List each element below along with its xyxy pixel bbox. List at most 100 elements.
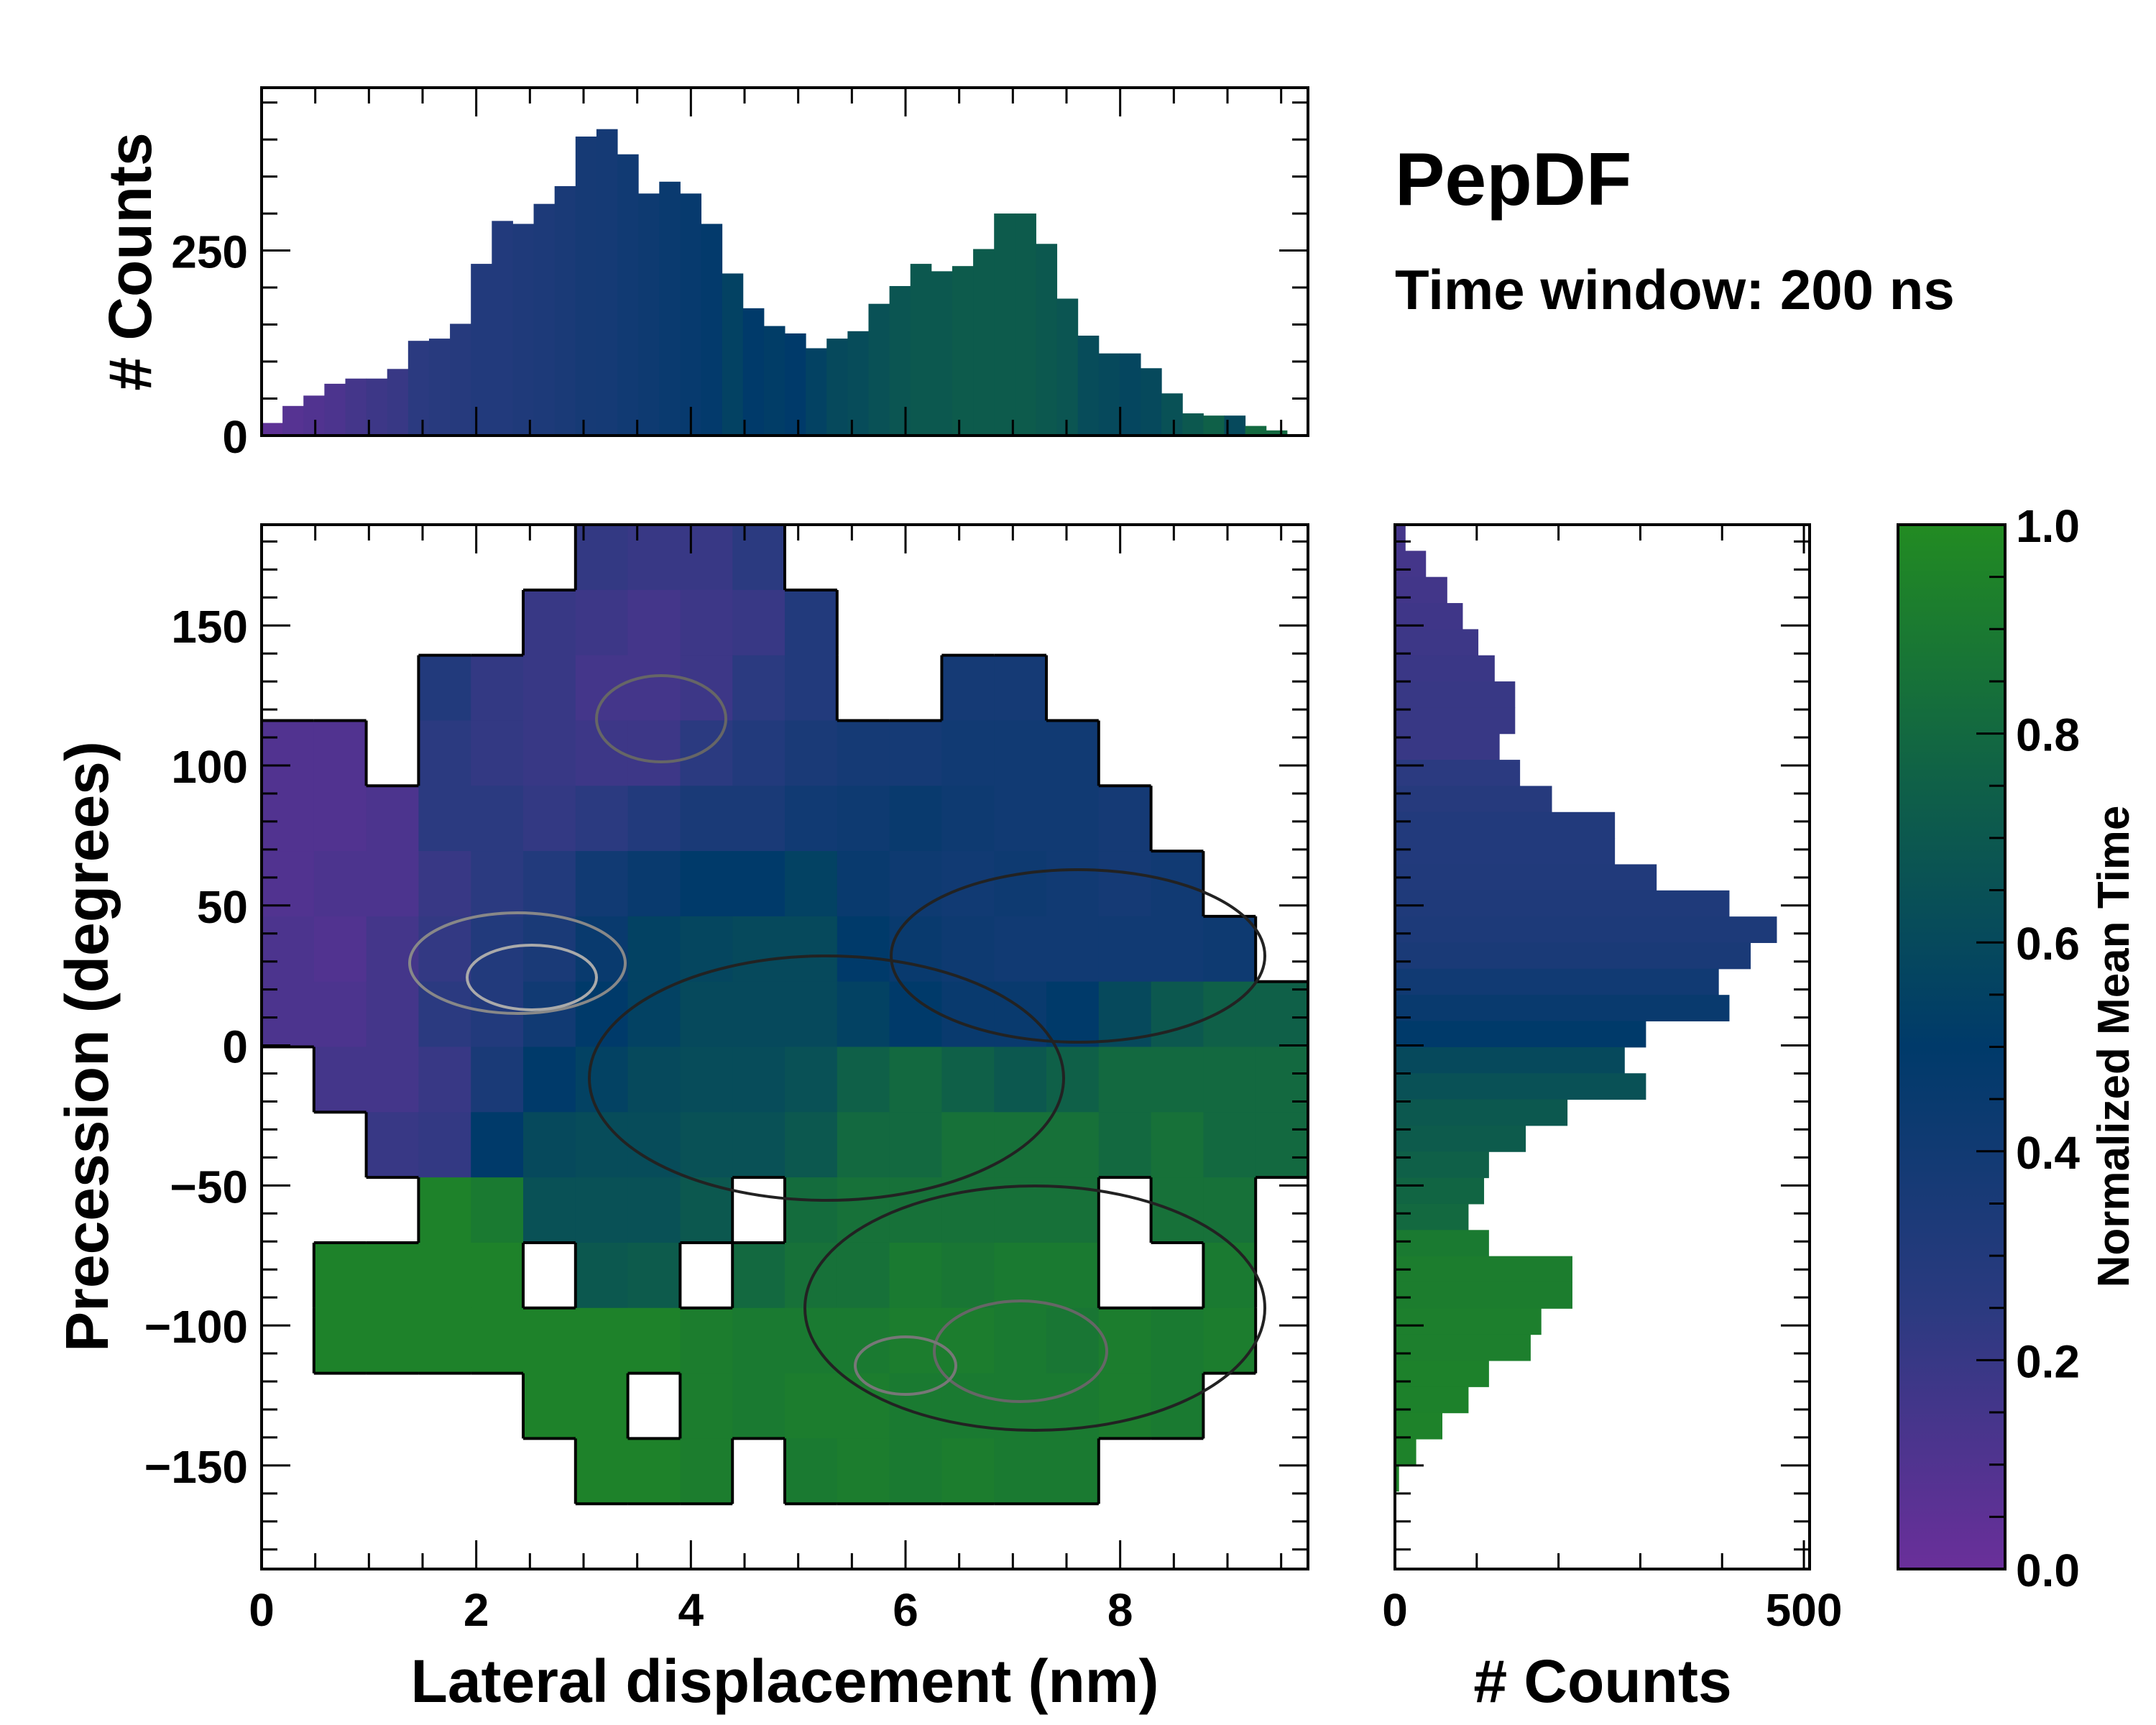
histogram-bar: [1395, 576, 1447, 604]
heatmap-cell: [732, 589, 786, 656]
histogram-bar: [1395, 1099, 1568, 1126]
heatmap-cell: [471, 1242, 524, 1309]
histogram-bar: [1395, 1021, 1646, 1048]
heatmap-cell: [1098, 916, 1152, 983]
heatmap-cell: [575, 1177, 629, 1243]
heatmap-cell: [994, 786, 1047, 852]
histogram-bar: [1395, 733, 1500, 760]
y-tick-label: 0: [222, 411, 248, 463]
histogram-bar: [1395, 811, 1616, 839]
heatmap-cell: [941, 1438, 995, 1504]
figure-title: PepDF: [1395, 138, 1631, 221]
heatmap-cell: [1151, 1307, 1204, 1374]
heatmap-cell: [994, 1242, 1047, 1309]
histogram-bar: [1015, 213, 1036, 436]
heatmap-cell: [732, 525, 786, 591]
colorbar-tick-label: 0.0: [2016, 1545, 2080, 1596]
histogram-bar: [1395, 1073, 1646, 1100]
heatmap-cell: [1098, 851, 1152, 917]
heatmap-cell: [889, 1438, 942, 1504]
histogram-bar: [428, 339, 451, 436]
heatmap-cell: [941, 1373, 995, 1439]
heatmap-cell: [627, 1242, 681, 1309]
heatmap-cell: [471, 655, 524, 722]
heatmap-cell: [941, 851, 995, 917]
y-tick-label: −100: [144, 1301, 248, 1353]
heatmap-cell: [994, 720, 1047, 786]
heatmap-cell: [313, 916, 367, 983]
density-contour: [595, 674, 727, 763]
heatmap-cell: [941, 1112, 995, 1178]
heatmap-cell: [366, 786, 419, 852]
heatmap-cell: [1046, 851, 1100, 917]
histogram-bar: [554, 185, 576, 436]
histogram-bar: [1395, 551, 1427, 578]
histogram-bar: [1395, 838, 1616, 865]
heatmap-cell: [575, 1242, 629, 1309]
histogram-bar: [1395, 916, 1777, 944]
heatmap-cell: [732, 1112, 786, 1178]
histogram-bar: [952, 266, 974, 436]
histogram-bar: [1395, 1308, 1542, 1335]
heatmap-cell: [889, 786, 942, 852]
heatmap-cell: [941, 1242, 995, 1309]
histogram-bar: [1395, 1203, 1469, 1230]
heatmap-cell: [837, 1438, 890, 1504]
heatmap-cell: [523, 851, 576, 917]
right-histogram-frame: [1393, 523, 1811, 1570]
histogram-bar: [1141, 368, 1162, 436]
histogram-bar: [1395, 1439, 1416, 1466]
y-tick-label: 100: [171, 741, 248, 793]
histogram-bar: [1395, 681, 1516, 708]
heatmap-cell: [627, 981, 681, 1048]
histogram-bar: [868, 303, 890, 436]
heatmap-cell: [889, 1112, 942, 1178]
heatmap-cell: [941, 1307, 995, 1374]
histogram-bar: [1395, 786, 1552, 813]
histogram-bar: [1395, 995, 1730, 1022]
histogram-bar: [617, 154, 639, 436]
heatmap-cell: [785, 1438, 838, 1504]
heatmap-cell: [837, 1177, 890, 1243]
density-contour: [466, 944, 598, 1011]
heatmap-cell: [1256, 1046, 1309, 1113]
heatmap-cell: [262, 916, 315, 983]
heatmap-cell: [366, 1112, 419, 1178]
colorbar-label: Normalized Mean Time: [2089, 806, 2139, 1288]
heatmap-cell: [785, 1177, 838, 1243]
histogram-bar: [1395, 1151, 1489, 1179]
heatmap-cell: [627, 916, 681, 983]
histogram-bar: [1098, 353, 1120, 436]
heatmap-cell: [889, 720, 942, 786]
heatmap-cell: [732, 655, 786, 722]
colorbar-tick-label: 0.4: [2016, 1127, 2080, 1179]
heatmap-cell: [523, 1112, 576, 1178]
heatmap-cell: [1203, 1046, 1256, 1113]
histogram-bar: [1395, 1334, 1531, 1361]
figure-subtitle: Time window: 200 ns: [1395, 258, 1955, 321]
heatmap-cell: [889, 981, 942, 1048]
histogram-bar: [1245, 426, 1267, 436]
heatmap-cell: [994, 655, 1047, 722]
colorbar-tick-label: 0.8: [2016, 709, 2080, 761]
heatmap-cell: [575, 655, 629, 722]
histogram-bar: [1395, 760, 1521, 786]
heatmap-cell: [1046, 1242, 1100, 1309]
heatmap-cell: [1046, 981, 1100, 1048]
density-contour: [803, 1184, 1266, 1432]
heatmap-cell: [732, 1242, 786, 1309]
heatmap-cell: [1256, 981, 1309, 1048]
heatmap-cell: [418, 851, 471, 917]
histogram-bar: [1077, 335, 1100, 436]
heatmap-cell: [889, 851, 942, 917]
heatmap-cell: [1046, 1438, 1100, 1504]
heatmap-cell: [313, 1046, 367, 1113]
heatmap-cell: [523, 655, 576, 722]
heatmap-cell: [837, 916, 890, 983]
density-contour: [588, 954, 1065, 1202]
histogram-bar: [910, 264, 932, 436]
heatmap-cell: [941, 981, 995, 1048]
heatmap-cell: [575, 1307, 629, 1374]
heatmap-cell: [732, 1046, 786, 1113]
heatmap-cell: [994, 1112, 1047, 1178]
